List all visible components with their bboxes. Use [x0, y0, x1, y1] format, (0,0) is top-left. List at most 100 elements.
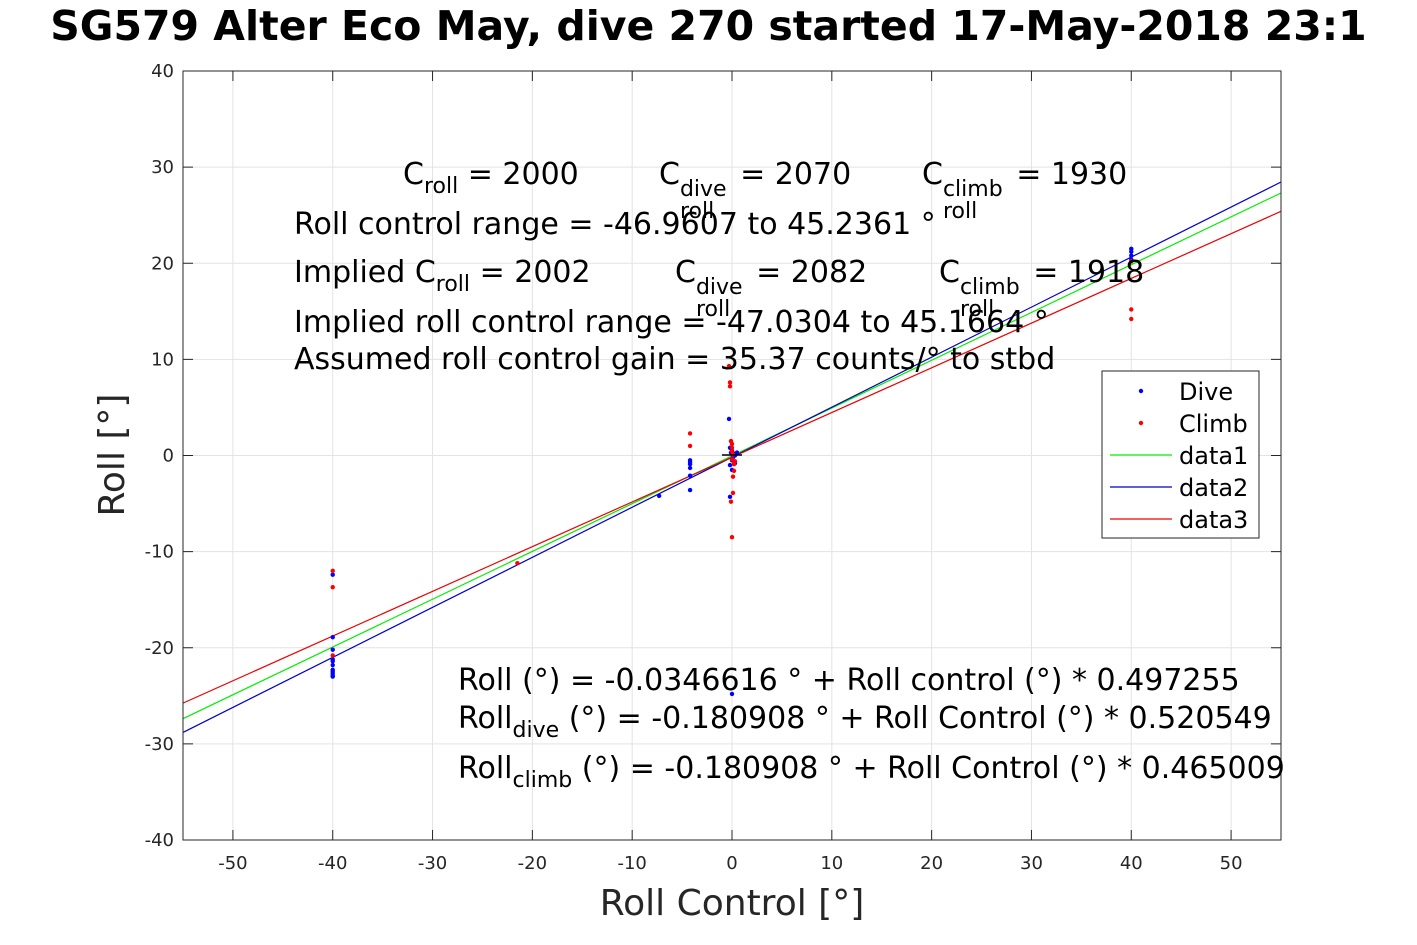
- legend-swatch-dive: [1138, 388, 1144, 394]
- point-climb: [729, 535, 735, 540]
- c-roll-sub: roll: [423, 174, 459, 199]
- x-tick-label: 0: [726, 853, 737, 874]
- point-climb: [729, 445, 735, 451]
- implied-climb-sub: roll: [959, 297, 995, 322]
- x-tick-label: -50: [218, 853, 247, 874]
- point-climb: [726, 363, 732, 369]
- point-dive: [687, 465, 693, 471]
- y-axis-label: Roll [°]: [92, 394, 133, 517]
- point-dive: [687, 487, 693, 493]
- point-dive: [729, 691, 735, 697]
- point-dive: [330, 662, 335, 668]
- y-tick-label: -40: [145, 830, 174, 851]
- point-climb: [731, 468, 737, 474]
- fit-dive-sub: dive: [512, 718, 560, 743]
- implied-value: = 2002: [470, 255, 591, 290]
- fit-dive-rest: (°) = -0.180908 ° + Roll Control (°) * 0…: [559, 701, 1272, 736]
- point-climb: [330, 584, 335, 590]
- y-tick-labels: -40 -30 -20 -10 0 10 20 30 40: [145, 61, 174, 851]
- y-tick-label: -10: [145, 542, 174, 563]
- c-dive-sub: roll: [679, 199, 715, 224]
- point-climb: [728, 499, 734, 504]
- implied-sub: roll: [435, 272, 471, 297]
- fit-climb-equation: Rollclimb (°) = -0.180908 ° + Roll Contr…: [458, 754, 1285, 792]
- fit-climb-rest: (°) = -0.180908 ° + Roll Control (°) * 0…: [572, 751, 1285, 786]
- y-tick-label: 0: [163, 446, 174, 467]
- point-dive: [726, 416, 732, 422]
- point-climb: [730, 490, 736, 496]
- y-tick-label: -30: [145, 734, 174, 755]
- point-climb: [727, 380, 733, 385]
- point-climb: [330, 568, 335, 574]
- plot-frame: [182, 70, 1282, 841]
- control-gain: Assumed roll control gain = 35.37 counts…: [294, 342, 1056, 377]
- point-climb: [732, 459, 738, 464]
- fit-equation: Roll (°) = -0.0346616 ° + Roll control (…: [458, 663, 1240, 698]
- point-climb: [1129, 259, 1134, 264]
- implied-lead: Implied C: [294, 255, 436, 290]
- point-dive: [330, 657, 335, 662]
- fit-climb-main: Roll: [458, 751, 513, 786]
- implied-climb-value: = 1918: [1023, 255, 1145, 290]
- point-climb: [1129, 316, 1134, 322]
- point-dive: [687, 473, 693, 478]
- implied-range: Implied roll control range = -47.0304 to…: [294, 305, 1049, 340]
- y-tick-label: 30: [151, 157, 174, 178]
- point-dive: [330, 647, 335, 652]
- fit-climb-sub: climb: [512, 768, 573, 793]
- implied-climb-sup: climb: [959, 275, 1020, 300]
- implied-dive-sup: dive: [695, 275, 743, 300]
- implied-dive-value: = 2082: [746, 255, 868, 290]
- legend-label: data3: [1179, 506, 1248, 534]
- fit-dive-main: Roll: [458, 701, 513, 736]
- point-dive: [727, 494, 733, 500]
- c-roll-main: C: [403, 157, 424, 192]
- point-dive: [727, 462, 733, 468]
- point-dive: [330, 674, 335, 679]
- legend: Dive Climb data1 data2 data3: [1101, 370, 1260, 539]
- point-dive: [1129, 249, 1134, 254]
- point-climb: [1129, 307, 1134, 312]
- c-climb-sup: climb: [942, 177, 1003, 202]
- c-dive-main: C: [659, 157, 680, 192]
- point-climb: [729, 441, 735, 447]
- c-dive-sup: dive: [679, 177, 727, 202]
- x-tick-label: 50: [1220, 853, 1243, 874]
- x-tick-label: 10: [820, 853, 843, 874]
- point-climb: [515, 560, 520, 566]
- c-climb-sub: roll: [942, 199, 978, 224]
- point-climb: [330, 653, 335, 658]
- implied-c-roll: Implied Croll = 2002: [294, 258, 591, 296]
- implied-dive-sub: roll: [695, 297, 731, 322]
- x-tick-label: -40: [318, 853, 347, 874]
- point-dive: [656, 493, 662, 499]
- point-dive: [330, 634, 335, 640]
- implied-climb-main: C: [939, 255, 960, 290]
- legend-swatch-climb: [1138, 420, 1144, 426]
- c-roll-value: = 2000: [458, 157, 579, 192]
- y-tick-label: 10: [151, 349, 174, 370]
- y-tick-label: 20: [151, 253, 174, 274]
- c-dive-value: = 2070: [730, 157, 852, 192]
- point-climb: [727, 384, 733, 389]
- x-tick-labels: -50 -40 -30 -20 -10 0 10 20 30 40 50: [218, 853, 1242, 874]
- c-roll-line: Croll = 2000: [403, 160, 579, 198]
- legend-label: data2: [1179, 474, 1248, 502]
- data-points: [330, 246, 1134, 697]
- legend-items: Dive Climb data1 data2 data3: [1110, 378, 1248, 534]
- chart-title: SG579 Alter Eco May, dive 270 started 17…: [50, 2, 1367, 50]
- legend-label: Climb: [1179, 410, 1248, 438]
- point-climb: [730, 474, 736, 479]
- point-dive: [330, 572, 335, 577]
- legend-label: data1: [1179, 442, 1248, 470]
- fit-dive-equation: Rolldive (°) = -0.180908 ° + Roll Contro…: [458, 704, 1272, 742]
- point-dive: [734, 450, 740, 455]
- roll-control-range: Roll control range = -46.9607 to 45.2361…: [294, 207, 936, 242]
- y-tick-label: -20: [145, 638, 174, 659]
- legend-label: Dive: [1179, 378, 1233, 406]
- x-tick-label: 30: [1020, 853, 1043, 874]
- point-dive: [1129, 253, 1134, 258]
